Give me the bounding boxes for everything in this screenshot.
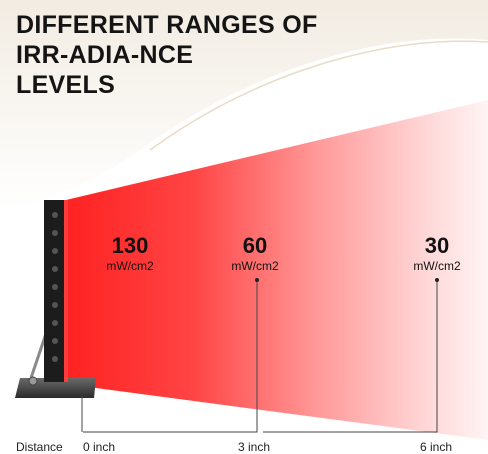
guide-line-6	[263, 280, 438, 433]
irradiance-value: 130	[111, 233, 149, 258]
guide-dot-6	[435, 278, 439, 282]
background-swoosh	[0, 0, 488, 210]
light-beam	[66, 100, 488, 440]
title-line-3: LEVELS	[16, 71, 116, 99]
distance-label: Distance	[16, 440, 63, 454]
title-line-1: DIFFERENT RANGES OF	[16, 11, 318, 39]
distance-mark-3: 3 inch	[238, 440, 271, 454]
device-panel-glow	[64, 200, 68, 382]
device-knob	[28, 376, 38, 386]
irradiance-unit: mW/cm2	[106, 259, 154, 273]
distance-mark-0: 0 inch	[83, 440, 116, 454]
irradiance-value: 60	[242, 233, 268, 258]
irradiance-level-3: 60 mW/cm2	[220, 233, 290, 274]
led-array	[52, 212, 58, 362]
irradiance-level-6: 30 mW/cm2	[402, 233, 472, 274]
device-panel	[44, 200, 66, 382]
irradiance-level-0: 130 mW/cm2	[95, 233, 165, 274]
irradiance-unit: mW/cm2	[413, 259, 461, 273]
page-title: DIFFERENT RANGES OF IRR-ADIA-NCE LEVELS	[16, 10, 318, 100]
guide-dot-3	[255, 278, 259, 282]
distance-mark-6: 6 inch	[420, 440, 453, 454]
title-line-2: IRR-ADIA-NCE	[16, 41, 194, 69]
irradiance-value: 30	[424, 233, 450, 258]
guide-line-3	[83, 280, 258, 433]
background-swoosh-edge	[149, 40, 488, 151]
irradiance-unit: mW/cm2	[231, 259, 279, 273]
